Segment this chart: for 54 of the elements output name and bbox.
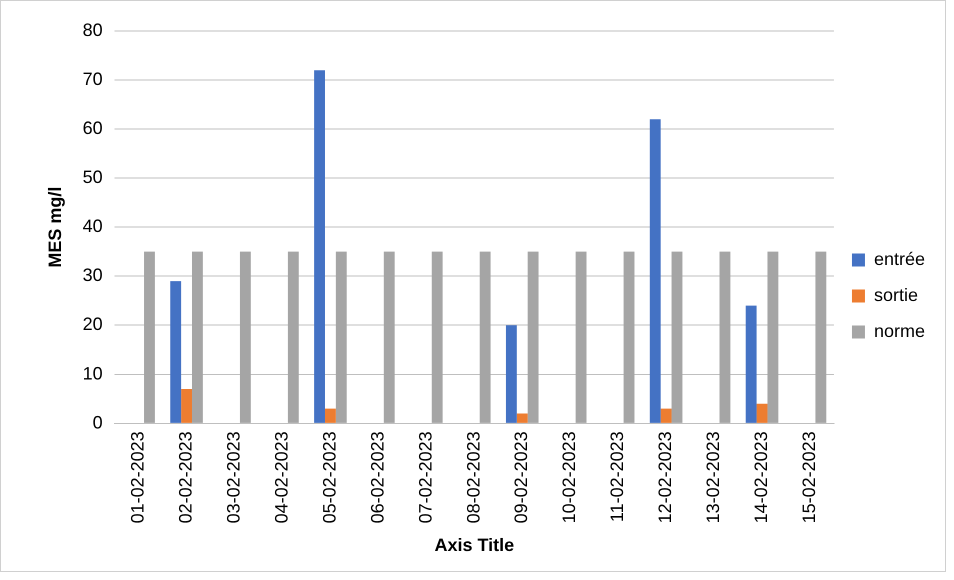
bar: [756, 404, 768, 423]
x-tick-label: 14-02-2023: [750, 431, 771, 524]
y-tick-label: 40: [82, 216, 103, 236]
legend-label: norme: [874, 320, 925, 341]
bar: [384, 252, 395, 423]
bar: [432, 252, 443, 423]
bar: [480, 252, 491, 423]
y-tick-label: 10: [82, 363, 103, 384]
bar: [288, 252, 299, 423]
y-tick-label: 0: [92, 412, 103, 432]
y-tick-label: 80: [82, 20, 103, 40]
x-axis-title: Axis Title: [434, 535, 514, 556]
bar: [815, 252, 826, 423]
bar: [240, 252, 251, 423]
bar: [170, 281, 182, 423]
y-tick-label: 70: [82, 69, 103, 90]
bar: [516, 414, 528, 423]
x-tick-label: 15-02-2023: [798, 431, 819, 524]
legend-label: sortie: [874, 284, 918, 305]
bar: [576, 252, 587, 423]
bar: [324, 408, 336, 423]
x-tick-label: 05-02-2023: [319, 431, 340, 524]
x-tick-label: 04-02-2023: [271, 431, 292, 524]
bar: [767, 252, 778, 423]
y-tick-label: 20: [82, 314, 103, 334]
bar: [528, 252, 539, 423]
bar: [336, 252, 347, 423]
bar: [506, 325, 517, 423]
y-axis-title: MES mg/l: [44, 186, 65, 268]
legend-label: entrée: [874, 248, 926, 269]
x-tick-label: 13-02-2023: [703, 431, 724, 524]
bar: [720, 252, 730, 423]
bar: [181, 389, 192, 423]
x-tick-label: 08-02-2023: [463, 431, 484, 524]
bar: [672, 252, 682, 423]
bar: [192, 252, 203, 423]
bar: [314, 70, 325, 423]
bar: [624, 252, 634, 423]
bar: [746, 306, 757, 423]
bar: [144, 252, 155, 423]
x-tick-label: 07-02-2023: [415, 431, 436, 524]
x-tick-label: 06-02-2023: [367, 431, 388, 524]
y-tick-label: 60: [82, 118, 103, 138]
x-tick-label: 03-02-2023: [223, 431, 244, 524]
x-tick-label: 01-02-2023: [128, 431, 148, 524]
x-tick-label: 11-02-2023: [607, 431, 628, 522]
bar: [660, 408, 672, 423]
y-tick-label: 30: [82, 265, 103, 286]
bar: [650, 119, 661, 423]
x-tick-label: 09-02-2023: [511, 431, 532, 524]
x-tick-label: 12-02-2023: [655, 431, 676, 524]
x-tick-label: 02-02-2023: [176, 431, 196, 524]
x-tick-label: 10-02-2023: [559, 431, 580, 524]
y-tick-label: 50: [82, 167, 103, 188]
